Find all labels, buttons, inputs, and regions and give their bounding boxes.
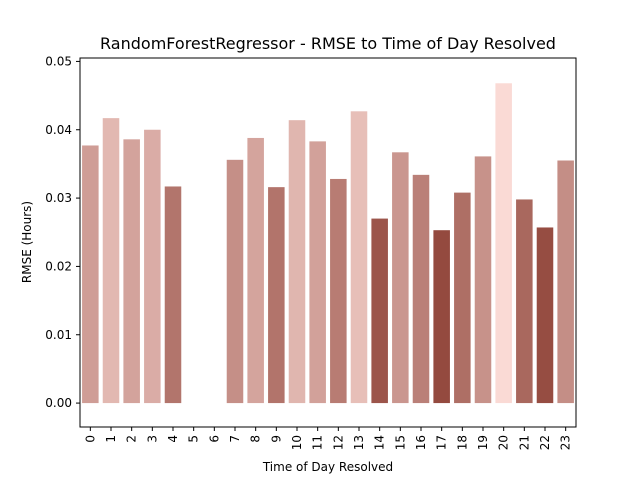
- bar-hour-8: [247, 137, 264, 404]
- x-tick-label: 1: [104, 435, 118, 443]
- bar-hour-23: [557, 160, 574, 404]
- bar-hour-19: [474, 156, 492, 404]
- bar-hour-1: [102, 118, 120, 404]
- bar-hour-17: [433, 230, 450, 404]
- x-tick-label: 9: [269, 435, 283, 443]
- x-tick-label: 15: [393, 435, 407, 450]
- x-tick-label: 8: [249, 435, 263, 443]
- bar-hour-15: [392, 152, 409, 404]
- x-tick-label: 7: [228, 435, 242, 443]
- x-tick-label: 14: [373, 435, 387, 450]
- y-axis: 0.00 0.01 0.02 0.03 0.04 0.05: [45, 54, 80, 410]
- x-tick-label: 22: [538, 435, 552, 450]
- bar-hour-4: [164, 186, 182, 404]
- x-tick-label: 11: [311, 435, 325, 450]
- bar-hour-12: [330, 178, 347, 404]
- x-tick-label: 18: [455, 435, 469, 450]
- x-tick-label: 4: [166, 435, 180, 443]
- x-tick-label: 2: [125, 435, 139, 443]
- y-tick-label: 0.03: [45, 191, 72, 205]
- bar-hour-22: [536, 227, 554, 404]
- bar-hour-7: [226, 159, 244, 404]
- x-tick-label: 13: [352, 435, 366, 450]
- x-axis: 0 1 2 3 4 5 6 7 8 9 10 11 12 13 14 15 16 17 18 19 20 21 22 23: [83, 427, 573, 450]
- bar-hour-13: [350, 111, 368, 404]
- y-tick-label: 0.00: [45, 396, 72, 410]
- bar-hour-2: [123, 139, 140, 404]
- bar-hour-20: [495, 83, 512, 404]
- plot-frame: [79, 57, 577, 428]
- y-tick-label: 0.05: [45, 54, 72, 68]
- y-tick-label: 0.02: [45, 259, 72, 273]
- bar-hour-11: [309, 141, 326, 404]
- x-tick-label: 3: [145, 435, 159, 443]
- bars-group: [82, 83, 574, 404]
- bar-hour-0: [82, 145, 99, 404]
- x-tick-label: 23: [559, 435, 573, 450]
- x-tick-label: 0: [83, 435, 97, 443]
- x-tick-label: 5: [187, 435, 201, 443]
- y-axis-label: RMSE (Hours): [20, 201, 34, 283]
- y-tick-label: 0.01: [45, 328, 72, 342]
- bar-hour-21: [516, 199, 533, 404]
- x-tick-label: 21: [517, 435, 531, 450]
- bar-hour-18: [454, 192, 471, 404]
- x-tick-label: 16: [414, 435, 428, 450]
- x-tick-label: 6: [207, 435, 221, 443]
- bar-hour-3: [144, 129, 161, 404]
- bar-hour-14: [371, 218, 388, 404]
- x-tick-label: 20: [497, 435, 511, 450]
- x-tick-label: 17: [435, 435, 449, 450]
- bar-hour-16: [412, 174, 430, 404]
- x-tick-label: 10: [290, 435, 304, 450]
- x-axis-label: Time of Day Resolved: [262, 460, 393, 474]
- bar-hour-10: [288, 120, 306, 404]
- x-tick-label: 19: [476, 435, 490, 450]
- y-tick-label: 0.04: [45, 123, 72, 137]
- bar-hour-9: [268, 187, 285, 404]
- x-tick-label: 12: [331, 435, 345, 450]
- chart-title: RandomForestRegressor - RMSE to Time of …: [100, 34, 556, 53]
